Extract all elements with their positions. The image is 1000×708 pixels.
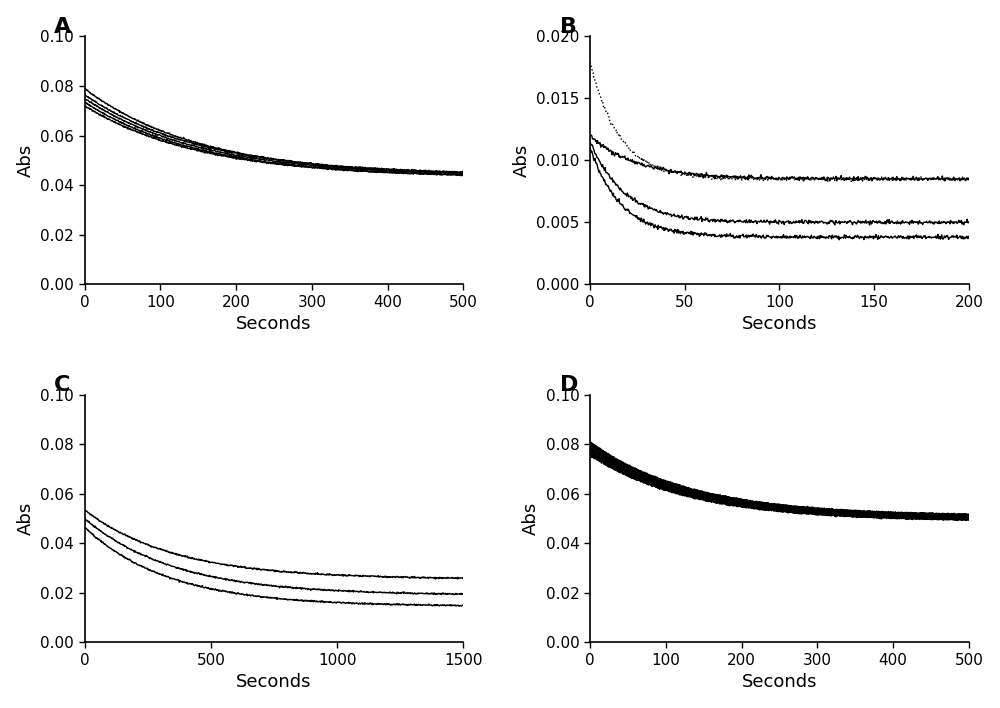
X-axis label: Seconds: Seconds bbox=[236, 673, 312, 691]
Text: A: A bbox=[54, 17, 71, 37]
X-axis label: Seconds: Seconds bbox=[742, 673, 817, 691]
Text: D: D bbox=[560, 375, 578, 395]
Y-axis label: Abs: Abs bbox=[513, 144, 531, 177]
Text: B: B bbox=[560, 17, 577, 37]
Y-axis label: Abs: Abs bbox=[17, 502, 35, 535]
X-axis label: Seconds: Seconds bbox=[742, 315, 817, 333]
Y-axis label: Abs: Abs bbox=[17, 144, 35, 177]
X-axis label: Seconds: Seconds bbox=[236, 315, 312, 333]
Text: C: C bbox=[54, 375, 71, 395]
Y-axis label: Abs: Abs bbox=[522, 502, 540, 535]
